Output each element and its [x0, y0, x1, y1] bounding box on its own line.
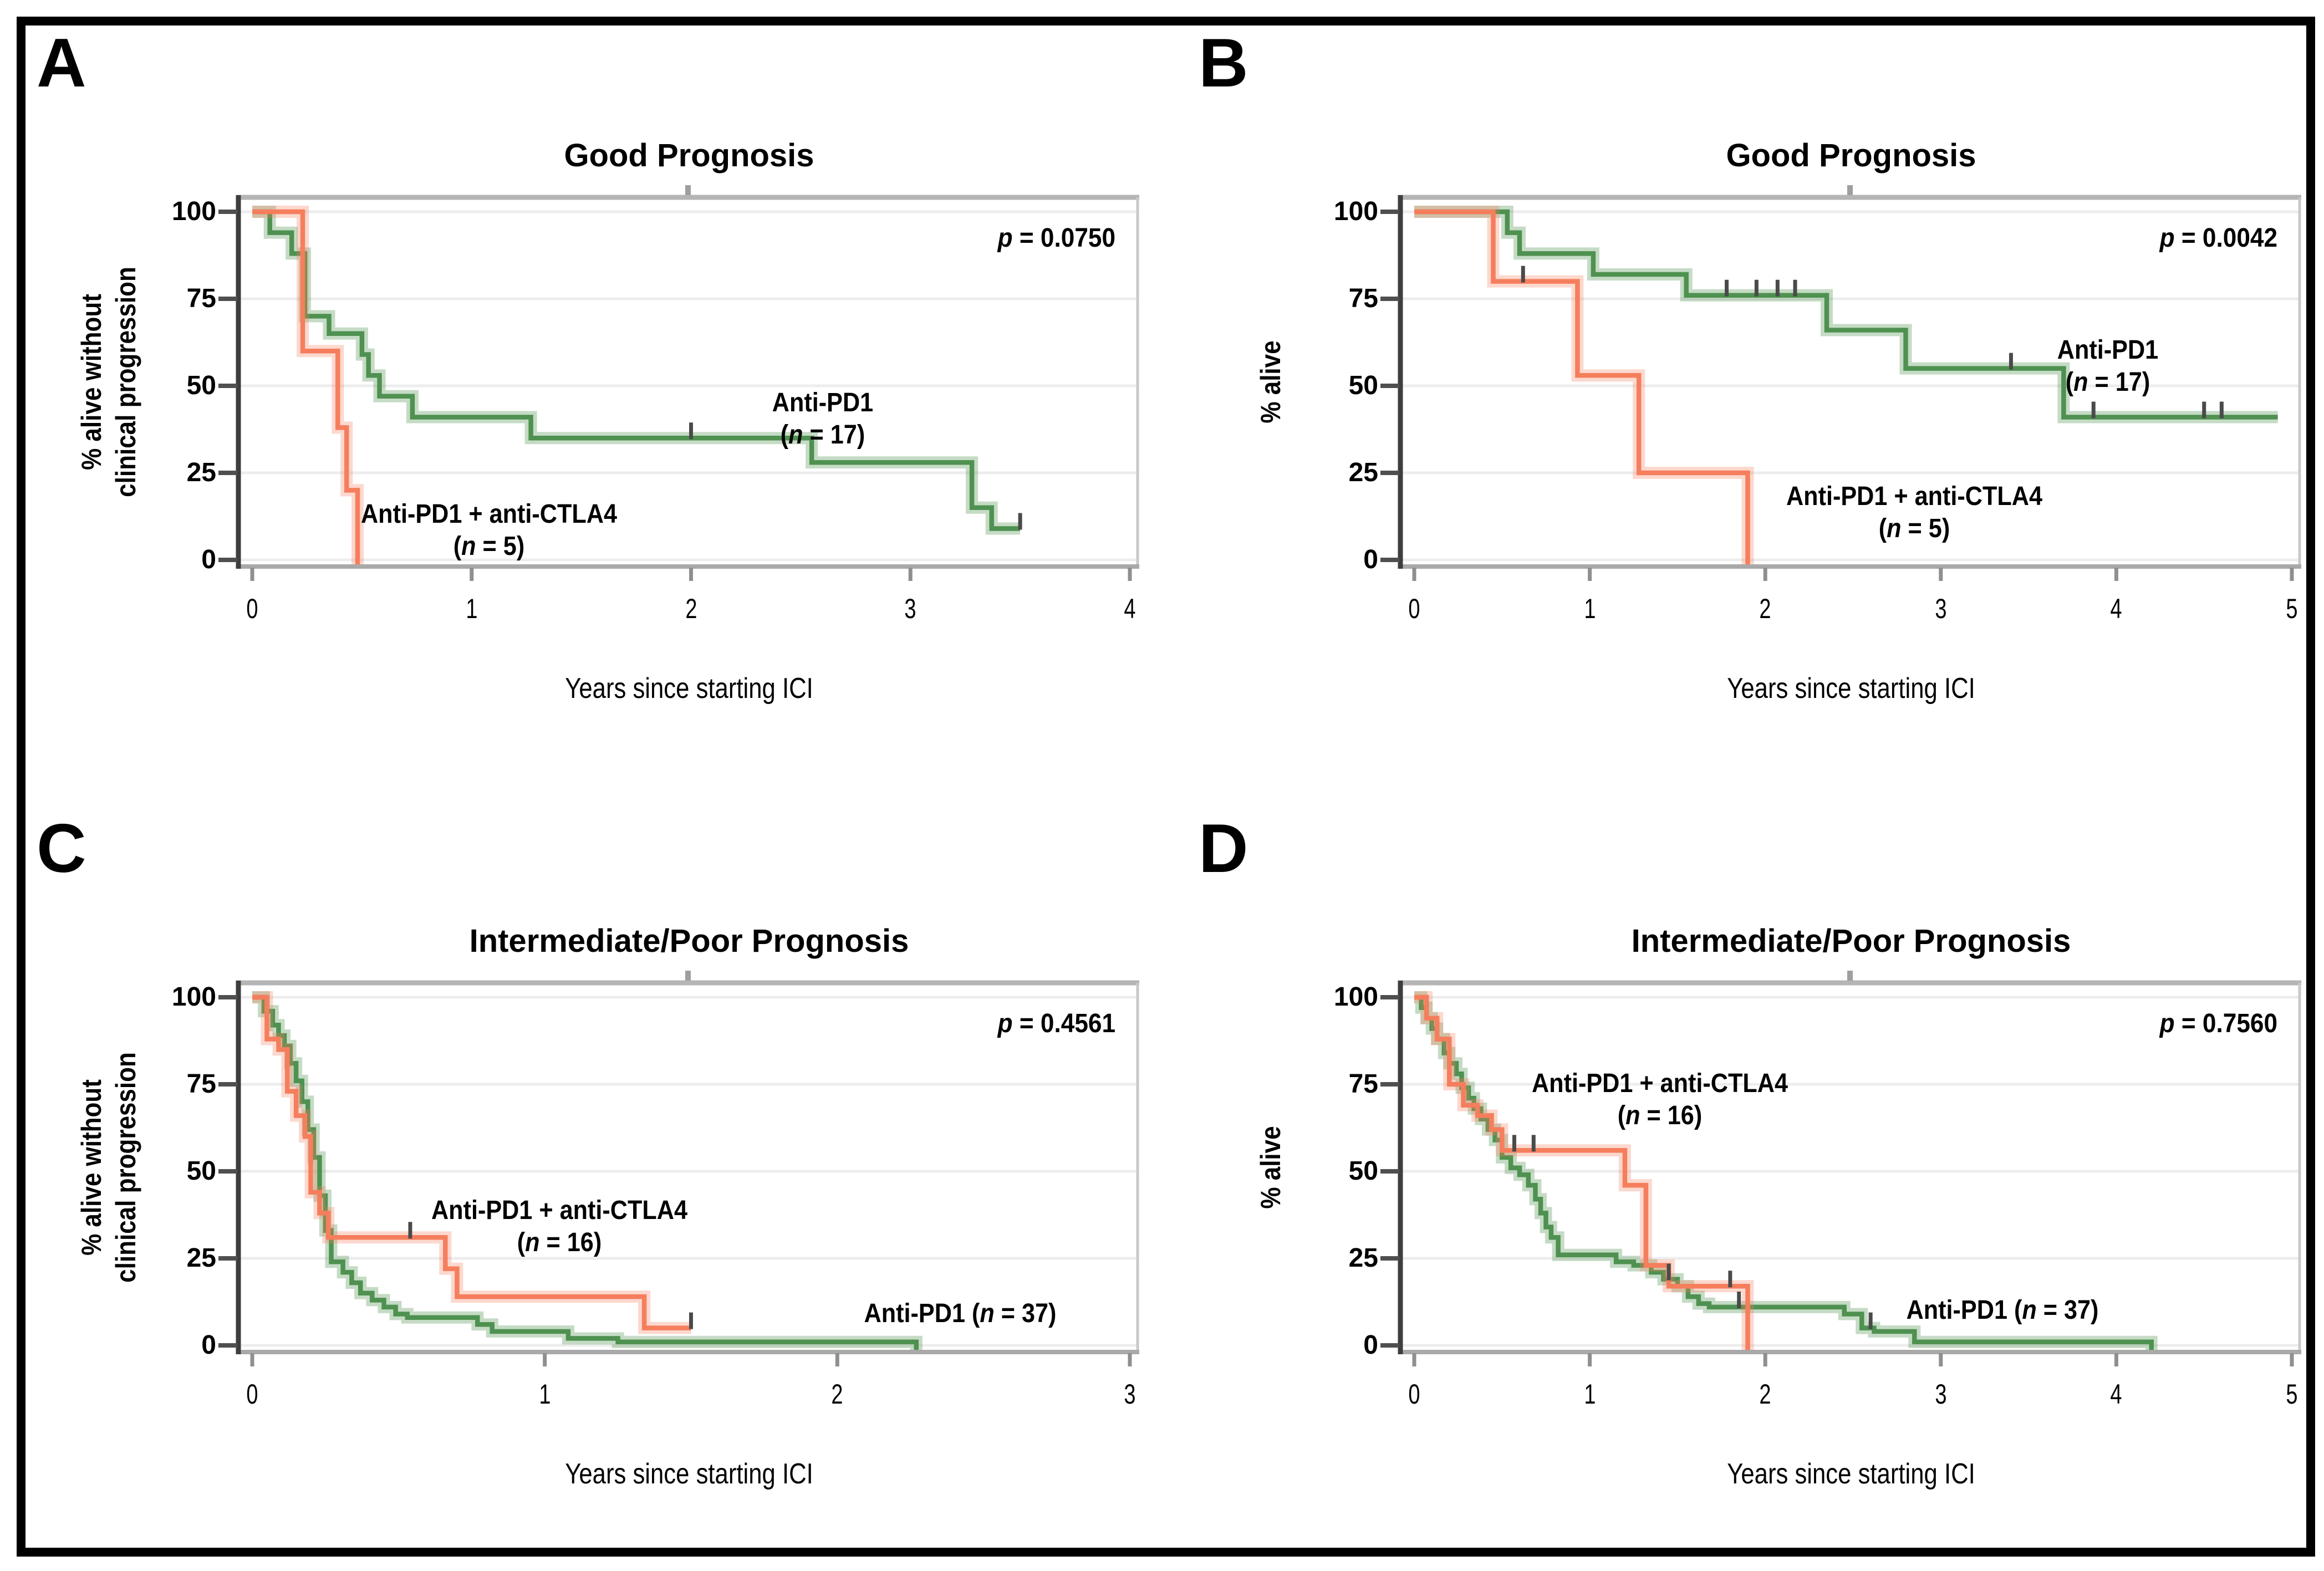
- combo-curve-halo: [1414, 206, 1754, 564]
- x-tick-label: 5: [2286, 1379, 2298, 1410]
- x-tick-label: 4: [2110, 1379, 2122, 1410]
- panel-letter-a: A: [37, 25, 88, 101]
- x-axis-title: Years since starting ICI: [1727, 672, 1975, 705]
- y-tick-label: 100: [171, 982, 216, 1012]
- y-tick-label: 75: [186, 1069, 216, 1099]
- anti-pd1-curve: [252, 994, 919, 1350]
- combo-curve: [1414, 209, 1750, 564]
- panel-a: A Good Prognosis p = 0.0750 Years since …: [0, 0, 1162, 785]
- anti-pd1-label: Anti-PD1 (n = 37): [864, 1299, 1057, 1329]
- y-tick-label: 0: [1363, 1330, 1378, 1360]
- x-tick-label: 2: [831, 1379, 843, 1410]
- p-value-label: p = 0.4561: [997, 1009, 1115, 1038]
- y-tick-label: 25: [186, 1243, 216, 1273]
- x-tick-label: 1: [1584, 593, 1596, 624]
- panel-title: Intermediate/Poor Prognosis: [1631, 923, 2071, 959]
- x-tick-label: 2: [685, 593, 697, 624]
- x-tick-label: 2: [1759, 593, 1771, 624]
- anti-pd1-label: Anti-PD1 (n = 17): [772, 387, 874, 450]
- combo-label: Anti-PD1 + anti-CTLA4 (n = 5): [1786, 482, 2043, 544]
- x-tick-label: 3: [1935, 1379, 1947, 1410]
- x-tick-label: 4: [1124, 593, 1136, 624]
- p-value-label: p = 0.7560: [2159, 1009, 2277, 1038]
- panel-c: C Intermediate/Poor Prognosis p = 0.4561…: [0, 785, 1162, 1571]
- km-plot-B: [1380, 185, 2301, 581]
- km-plot-A: [218, 185, 1139, 581]
- y-axis-title: % alive without clinical progression: [76, 267, 141, 497]
- x-tick-label: 4: [2110, 593, 2122, 624]
- y-tick-label: 100: [1333, 197, 1378, 226]
- x-tick-label: 3: [1935, 593, 1947, 624]
- y-tick-label: 75: [1348, 284, 1378, 313]
- km-plot-D: [1380, 971, 2301, 1366]
- x-tick-label: 0: [246, 593, 258, 624]
- x-axis-title: Years since starting ICI: [565, 672, 813, 705]
- x-tick-label: 0: [246, 1379, 258, 1410]
- y-axis-title: % alive: [1255, 1126, 1286, 1209]
- x-axis-title: Years since starting ICI: [1727, 1458, 1975, 1490]
- panel-d: D Intermediate/Poor Prognosis p = 0.7560…: [1162, 785, 2324, 1571]
- x-tick-label: 1: [1584, 1379, 1596, 1410]
- combo-label: Anti-PD1 + anti-CTLA4 (n = 16): [431, 1196, 688, 1258]
- anti-pd1-curve: [1414, 209, 2278, 420]
- y-axis-title: % alive without clinical progression: [76, 1052, 141, 1283]
- figure-border: [17, 17, 2315, 1557]
- combo-curve: [1414, 994, 1750, 1350]
- y-tick-label: 100: [1333, 982, 1378, 1012]
- anti-pd1-label: Anti-PD1 (n = 37): [1906, 1295, 2099, 1325]
- combo-curve: [252, 994, 691, 1330]
- combo-curve: [252, 209, 360, 564]
- panel-title: Intermediate/Poor Prognosis: [469, 923, 909, 959]
- x-tick-label: 1: [539, 1379, 551, 1410]
- anti-pd1-curve: [252, 209, 1021, 531]
- y-axis-title: % alive: [1255, 340, 1286, 424]
- panel-letter-c: C: [37, 810, 88, 887]
- y-tick-label: 0: [201, 1330, 216, 1360]
- y-tick-label: 50: [1348, 1156, 1378, 1186]
- x-axis-title: Years since starting ICI: [565, 1458, 813, 1490]
- panel-title: Good Prognosis: [1726, 137, 1976, 174]
- panel-b: B Good Prognosis p = 0.0042 Years since …: [1162, 0, 2324, 785]
- panel-letter-b: B: [1199, 25, 1250, 101]
- y-tick-label: 75: [1348, 1069, 1378, 1099]
- y-tick-label: 50: [1348, 371, 1378, 400]
- x-tick-label: 5: [2286, 593, 2298, 624]
- y-tick-label: 50: [186, 371, 216, 400]
- x-tick-label: 3: [1124, 1379, 1136, 1410]
- x-tick-label: 0: [1408, 593, 1420, 624]
- y-tick-label: 100: [171, 197, 216, 226]
- y-tick-label: 0: [201, 545, 216, 574]
- y-tick-label: 0: [1363, 545, 1378, 574]
- p-value-label: p = 0.0750: [997, 223, 1115, 253]
- panel-title: Good Prognosis: [564, 137, 814, 174]
- y-tick-label: 50: [186, 1156, 216, 1186]
- x-tick-label: 3: [904, 593, 916, 624]
- p-value-label: p = 0.0042: [2159, 223, 2277, 253]
- panel-letter-d: D: [1199, 810, 1250, 887]
- y-tick-label: 25: [1348, 458, 1378, 487]
- x-tick-label: 1: [466, 593, 478, 624]
- x-tick-label: 0: [1408, 1379, 1420, 1410]
- y-tick-label: 75: [186, 284, 216, 313]
- combo-label: Anti-PD1 + anti-CTLA4 (n = 16): [1532, 1069, 1788, 1131]
- y-tick-label: 25: [1348, 1243, 1378, 1273]
- x-tick-label: 2: [1759, 1379, 1771, 1410]
- km-plot-C: [218, 971, 1139, 1366]
- combo-label: Anti-PD1 + anti-CTLA4 (n = 5): [361, 499, 618, 561]
- anti-pd1-label: Anti-PD1 (n = 17): [2057, 335, 2158, 397]
- y-tick-label: 25: [186, 458, 216, 487]
